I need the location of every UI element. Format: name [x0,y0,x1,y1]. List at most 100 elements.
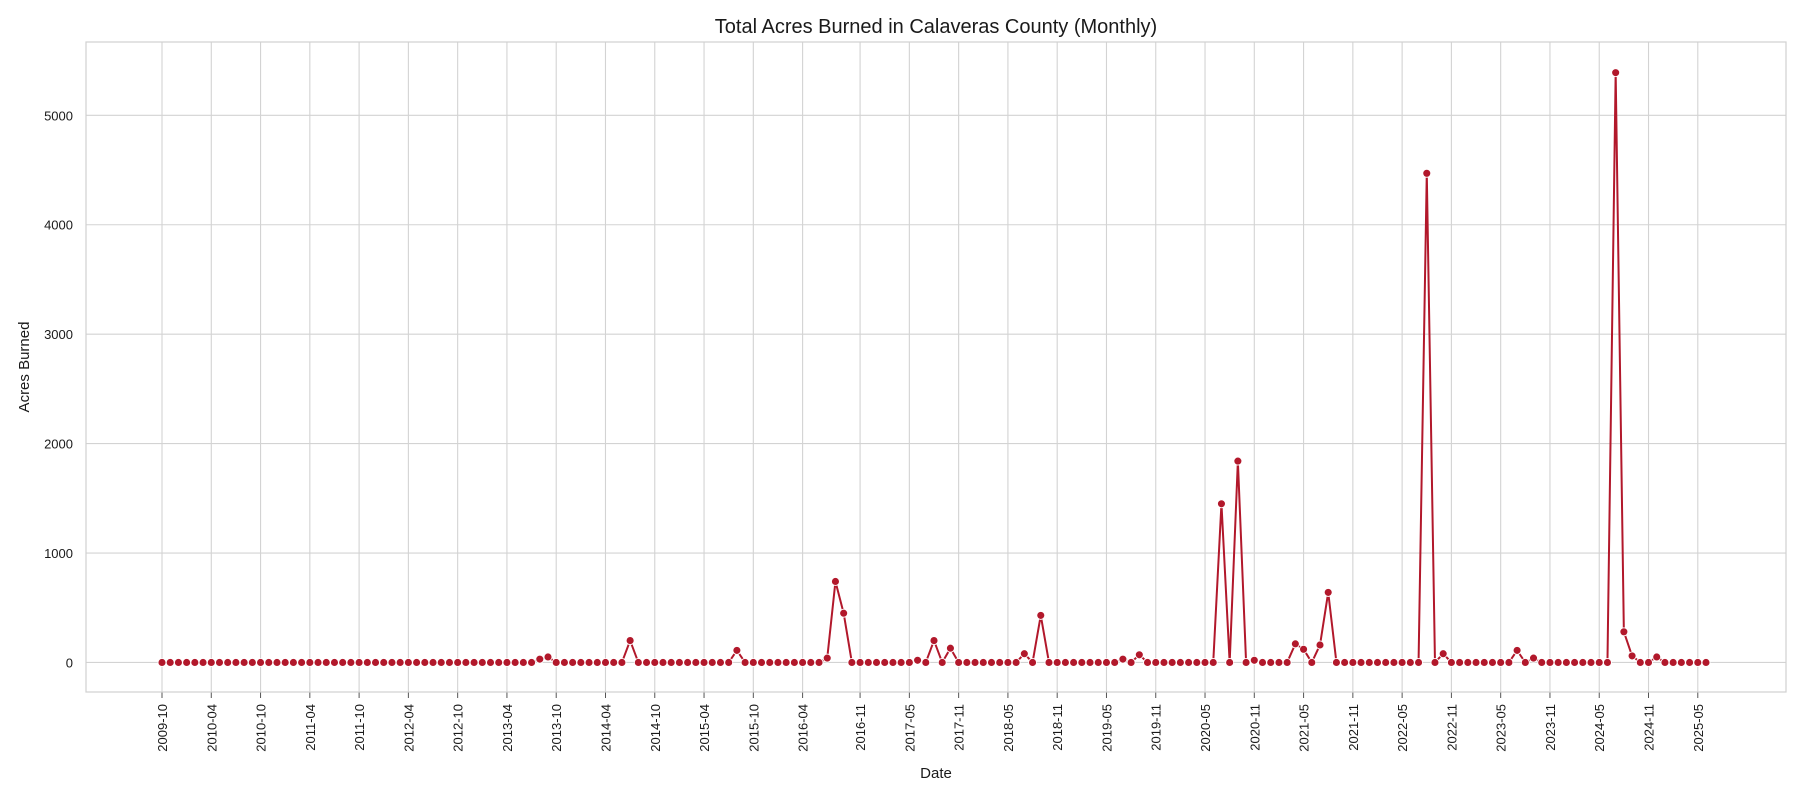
x-tick-label: 2016-11 [853,704,868,751]
data-point [1520,658,1530,667]
data-point [1077,658,1087,667]
data-point [231,658,241,667]
data-point [707,658,717,667]
data-point [1143,658,1152,667]
data-point [1455,658,1465,667]
x-tick-label: 2010-10 [254,704,269,752]
data-point [1315,640,1325,650]
y-tick-label: 4000 [44,218,73,233]
data-point [773,658,783,667]
data-point [1693,658,1703,667]
chart-title: Total Acres Burned in Calaveras County (… [715,16,1157,38]
data-point [1356,658,1366,667]
data-point [1134,650,1144,660]
data-point [206,658,216,667]
data-point [190,658,200,667]
x-axis-label: Date [920,765,952,782]
y-tick-labels: 0 1000 2000 3000 4000 5000 [44,108,73,670]
x-tick-label: 2013-10 [549,704,564,752]
data-point [978,658,988,667]
data-point [486,658,495,667]
data-point [182,658,192,667]
data-point [1701,658,1711,667]
data-point [1430,658,1440,667]
data-point [954,658,964,667]
y-axis-label: Acres Burned [16,322,33,413]
data-point [781,658,791,667]
x-tick-label: 2018-11 [1050,704,1065,751]
data-point [445,658,454,667]
data-point [1093,658,1103,667]
data-point [436,658,446,667]
data-point [1479,658,1489,667]
data-point [568,658,578,667]
data-point [1044,658,1054,667]
data-point [1028,658,1038,667]
data-point [1463,658,1473,667]
data-point [921,658,931,667]
data-point [1019,649,1029,659]
x-tick-label: 2024-11 [1642,704,1657,751]
data-point [1208,658,1218,667]
data-point [1537,658,1547,667]
data-point [1003,658,1013,667]
x-tick-label: 2018-05 [1001,704,1016,752]
data-point [740,658,750,667]
data-point [1364,658,1374,667]
data-point [527,658,537,667]
data-point [806,658,816,667]
data-point [1175,658,1185,667]
x-tick-label: 2009-10 [155,704,170,752]
data-point [354,658,364,667]
data-point [1241,658,1251,667]
x-tick-label: 2021-05 [1297,704,1312,752]
data-point [601,658,610,667]
data-point [247,658,257,667]
data-point [945,643,955,653]
x-tick-label: 2011-10 [352,704,367,751]
data-point [1405,658,1415,667]
x-tick-label: 2014-10 [648,704,663,752]
x-tick-label: 2023-05 [1494,704,1509,752]
x-tick-label: 2017-05 [902,704,917,752]
data-point [223,658,233,667]
x-tick-label: 2017-11 [952,704,967,751]
data-point [1102,658,1111,667]
data-point [650,658,660,667]
data-point [1249,655,1259,665]
data-point [642,658,651,667]
data-point [256,658,265,667]
data-point [559,658,569,667]
data-point [313,658,323,667]
x-tick-label: 2015-04 [697,704,712,752]
data-point [674,658,684,667]
data-point [691,658,701,667]
data-point [625,636,635,646]
data-point [1085,658,1095,667]
data-point [543,652,553,662]
data-point [305,658,315,667]
x-tick-label: 2023-11 [1543,704,1558,751]
x-tick-label: 2022-05 [1395,704,1410,752]
data-point [822,653,832,663]
data-point [1438,649,1448,659]
data-point [288,658,298,667]
data-point [1192,658,1202,667]
data-point [469,658,479,667]
data-point [362,658,372,667]
data-point [1561,658,1571,667]
x-tick-label: 2011-04 [303,704,318,751]
data-point [592,658,602,667]
data-point [1233,456,1243,466]
data-point [403,658,413,667]
data-point [1496,658,1506,667]
data-point [1282,658,1292,667]
data-point [1348,658,1358,667]
data-point [420,658,430,667]
data-point [280,658,290,667]
x-tick-label: 2020-05 [1198,704,1213,752]
gridlines [86,42,1786,698]
data-point [157,658,167,667]
data-point [1512,645,1522,655]
